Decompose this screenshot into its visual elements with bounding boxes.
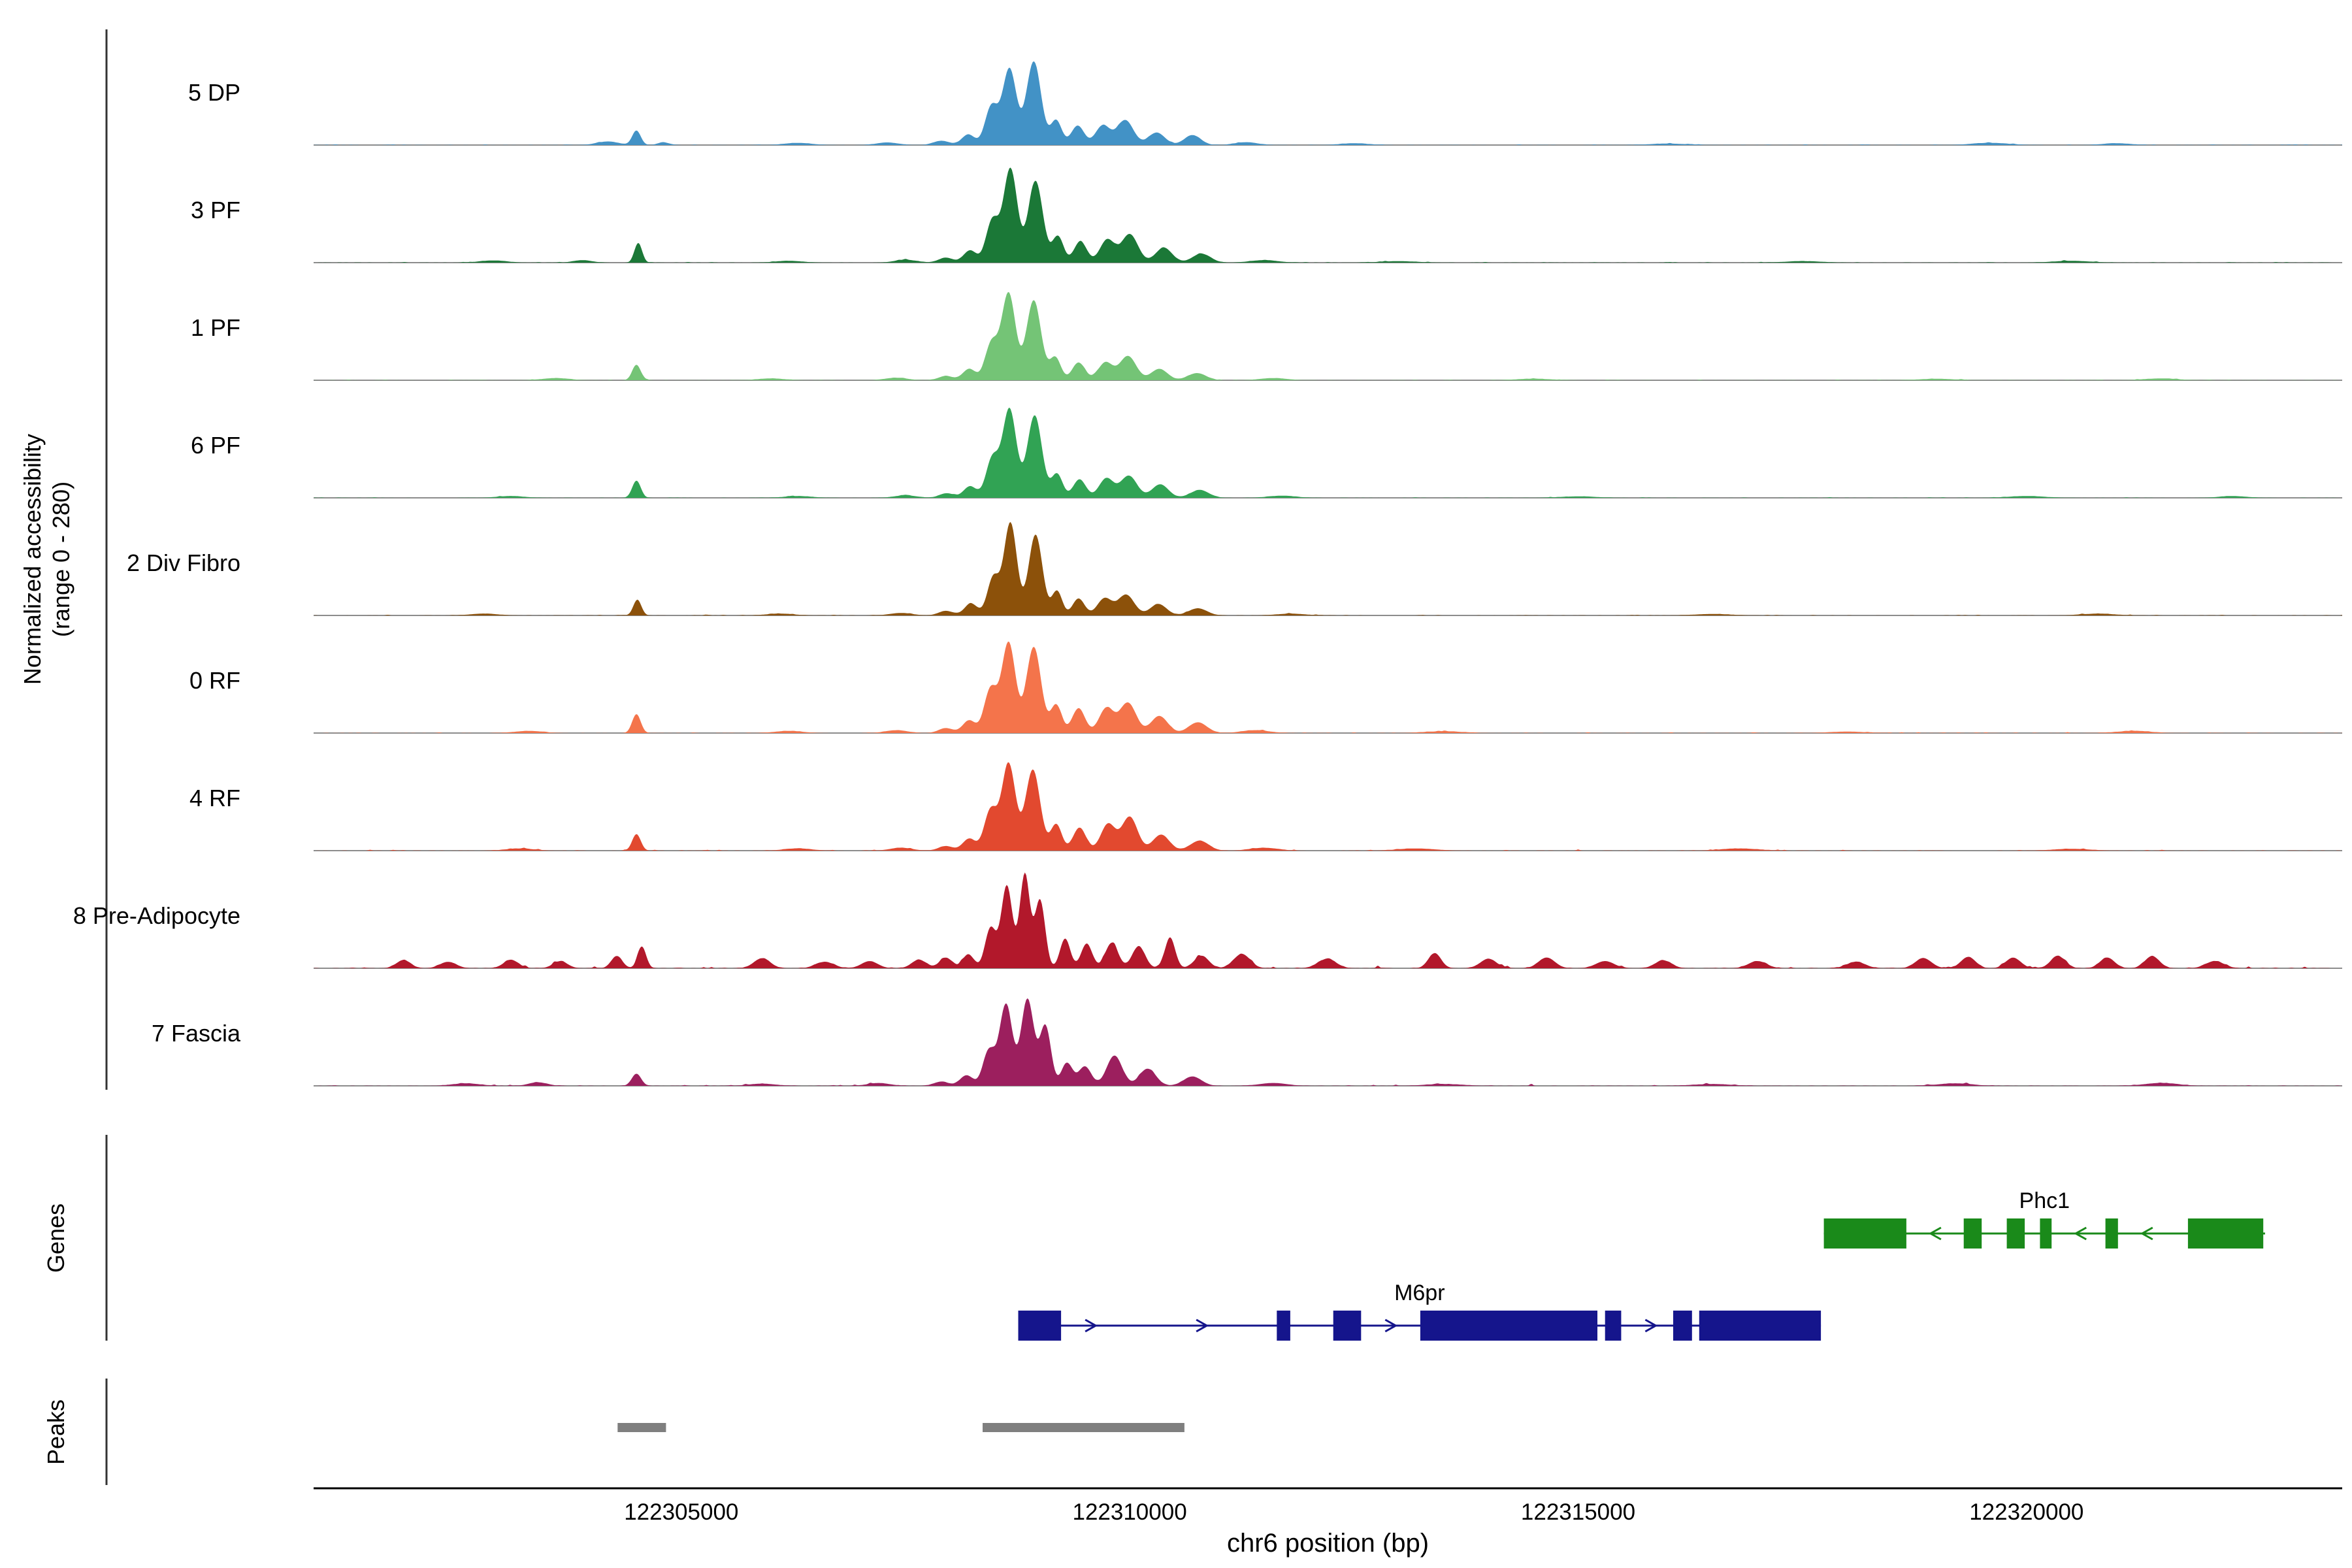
signal-area-2-div-fibro bbox=[314, 522, 2342, 615]
gene-exon-m6pr bbox=[1333, 1311, 1362, 1341]
y-axis-title: Normalized accessibility (range 0 - 280) bbox=[18, 29, 76, 1090]
peaks-section-label: Peaks bbox=[42, 1399, 69, 1465]
gene-exon-m6pr bbox=[1420, 1311, 1597, 1341]
signal-area-7-fascia bbox=[314, 998, 2342, 1086]
track-label-8preadipocyte: 8 Pre-Adipocyte bbox=[73, 902, 240, 929]
signal-area-3-pf bbox=[314, 167, 2342, 263]
gene-exon-phc1 bbox=[1823, 1218, 1906, 1249]
gene-exon-phc1 bbox=[2006, 1218, 2025, 1249]
strand-arrow-icon bbox=[1644, 1318, 1658, 1333]
genes-section-label: Genes bbox=[42, 1203, 69, 1273]
track-label-1pf: 1 PF bbox=[190, 314, 240, 341]
gene-exon-m6pr bbox=[1673, 1311, 1692, 1341]
track-label-2divfibro: 2 Div Fibro bbox=[126, 549, 240, 576]
track-label-3pf: 3 PF bbox=[190, 197, 240, 223]
gene-exon-phc1 bbox=[2040, 1218, 2052, 1249]
y-axis-title-line1: Normalized accessibility bbox=[19, 433, 46, 685]
gene-exon-phc1 bbox=[1963, 1218, 1982, 1249]
x-tick-label: 122305000 bbox=[624, 1499, 738, 1525]
peak-region-bar bbox=[617, 1423, 666, 1432]
strand-arrow-icon bbox=[1384, 1318, 1398, 1333]
track-label-7fascia: 7 Fascia bbox=[151, 1020, 240, 1047]
gene-exon-phc1 bbox=[2187, 1218, 2264, 1249]
gene-exon-m6pr bbox=[1018, 1311, 1062, 1341]
peak-region-bar bbox=[983, 1423, 1184, 1432]
track-label-5dp: 5 DP bbox=[188, 79, 240, 106]
strand-arrow-icon bbox=[2140, 1226, 2153, 1241]
signal-area-4-rf bbox=[314, 762, 2342, 851]
track-labels-column: 5 DP 3 PF 1 PF 6 PF 2 Div Fibro 0 RF 4 R… bbox=[0, 34, 240, 1092]
gene-name-phc1: Phc1 bbox=[2019, 1188, 2070, 1213]
signal-area-5-dp bbox=[314, 61, 2342, 146]
strand-arrow-icon bbox=[1196, 1318, 1209, 1333]
strand-arrow-icon bbox=[1085, 1318, 1098, 1333]
signal-area-0-rf bbox=[314, 642, 2342, 733]
gene-exon-m6pr bbox=[1605, 1311, 1622, 1341]
track-label-4rf: 4 RF bbox=[189, 785, 240, 811]
strand-arrow-icon bbox=[2074, 1226, 2087, 1241]
x-tick-label: 122320000 bbox=[1969, 1499, 2083, 1525]
y-axis-title-line2: (range 0 - 280) bbox=[48, 481, 74, 638]
track-label-0rf: 0 RF bbox=[189, 667, 240, 694]
signal-area-6-pf bbox=[314, 407, 2342, 498]
gene-exon-phc1 bbox=[2105, 1218, 2118, 1249]
gene-exon-m6pr bbox=[1277, 1311, 1290, 1341]
x-tick-label: 122315000 bbox=[1521, 1499, 1635, 1525]
gene-name-m6pr: M6pr bbox=[1394, 1281, 1445, 1305]
strand-arrow-icon bbox=[1928, 1226, 1942, 1241]
signal-area-1-pf bbox=[314, 292, 2342, 380]
x-tick-label: 122310000 bbox=[1072, 1499, 1186, 1525]
gene-exon-m6pr bbox=[1699, 1311, 1821, 1341]
track-label-6pf: 6 PF bbox=[190, 432, 240, 459]
signal-area-8-pre-adipocyte bbox=[314, 872, 2342, 968]
x-axis-title: chr6 position (bp) bbox=[1226, 1529, 1429, 1558]
